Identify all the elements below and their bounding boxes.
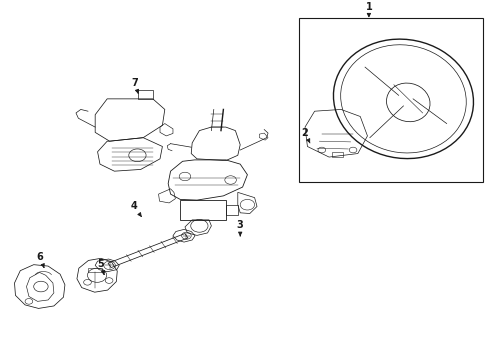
Text: 2: 2 xyxy=(302,128,310,143)
Text: 1: 1 xyxy=(366,3,372,17)
Text: 3: 3 xyxy=(237,220,244,236)
Bar xyxy=(299,18,483,182)
Text: 6: 6 xyxy=(37,252,44,267)
Text: 4: 4 xyxy=(130,201,141,216)
Text: 5: 5 xyxy=(98,259,105,275)
Polygon shape xyxy=(26,273,54,301)
Text: 7: 7 xyxy=(131,77,139,93)
